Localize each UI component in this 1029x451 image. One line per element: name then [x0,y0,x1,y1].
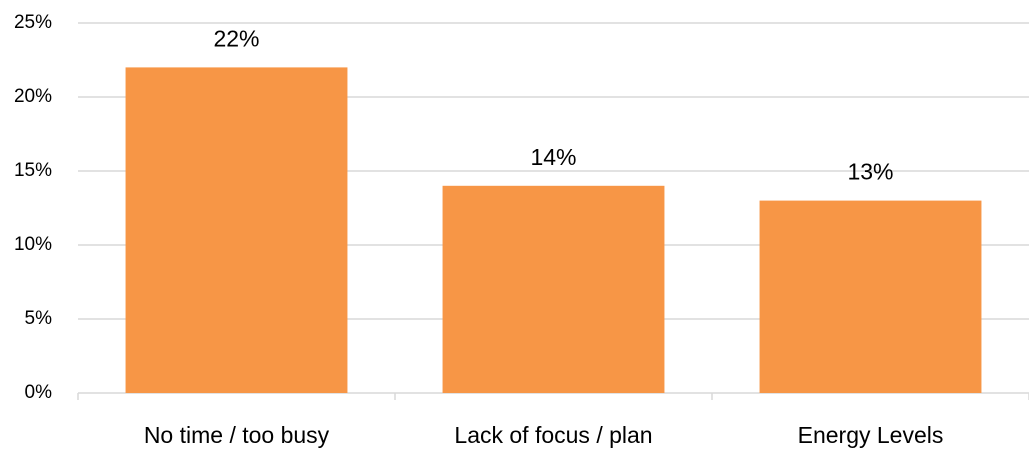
x-tick-label: Energy Levels [798,422,944,448]
data-label: 22% [213,25,259,51]
y-tick-label: 10% [14,234,52,255]
y-tick-label: 0% [25,382,53,403]
bar [125,67,348,394]
bar [442,185,665,393]
y-tick-label: 20% [14,86,52,107]
x-tick-label: Lack of focus / plan [454,422,652,448]
y-tick-label: 15% [14,160,52,181]
data-label: 14% [530,144,576,170]
x-tick-label: No time / too busy [144,422,330,448]
data-label: 13% [847,159,893,185]
y-tick-label: 25% [14,12,52,33]
y-tick-label: 5% [25,308,53,329]
bar [759,200,982,393]
